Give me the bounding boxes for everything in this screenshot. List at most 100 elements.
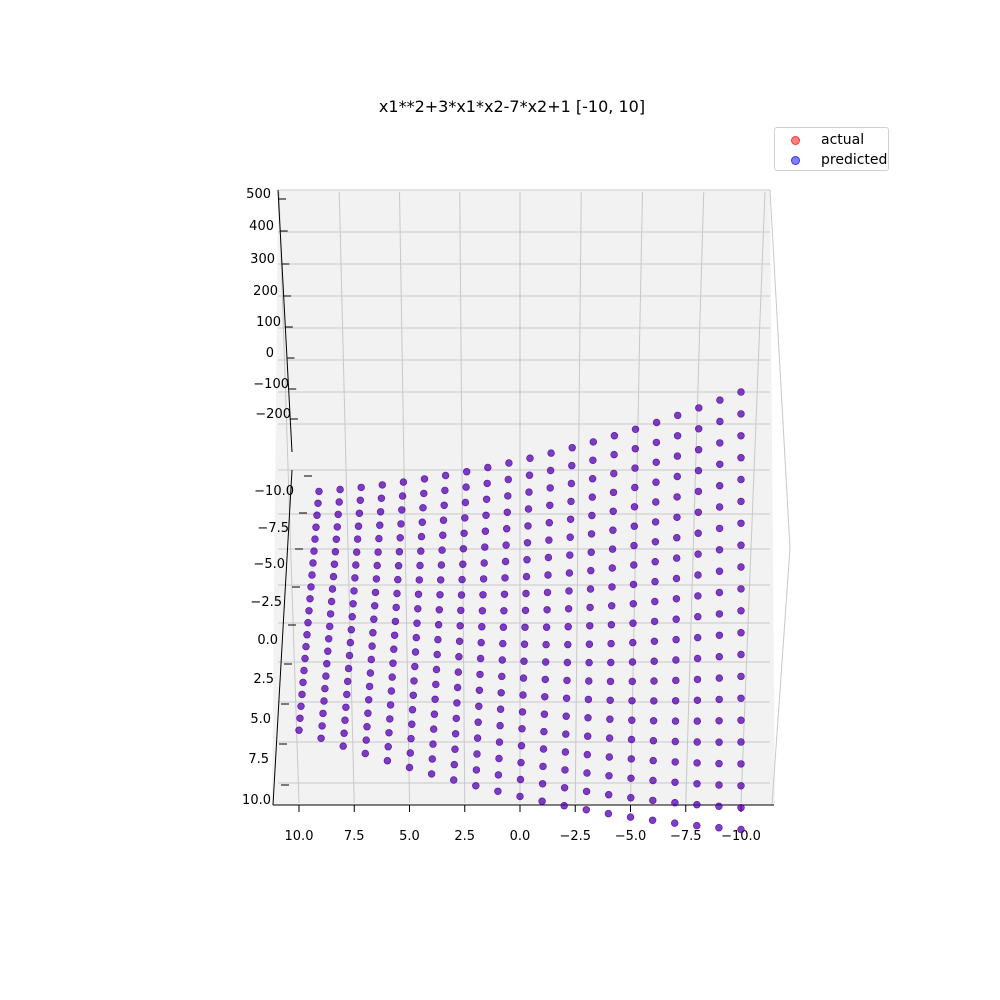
data-point-predicted (408, 720, 416, 728)
data-point-predicted (523, 555, 531, 564)
x1-tick-label: −2.5 (559, 829, 591, 844)
data-point-predicted (737, 475, 745, 484)
data-point-predicted (693, 633, 702, 642)
data-point-predicted (437, 561, 446, 569)
data-point-predicted (431, 695, 439, 703)
data-point-predicted (604, 790, 613, 799)
data-point-predicted (673, 533, 681, 542)
data-point-predicted (715, 652, 723, 661)
data-point-predicted (737, 825, 745, 834)
data-point-predicted (607, 639, 615, 648)
data-point-predicted (305, 607, 313, 615)
data-point-predicted (412, 633, 420, 642)
data-point-predicted (630, 561, 638, 569)
data-point-predicted (715, 631, 724, 639)
data-point-predicted (587, 548, 595, 556)
data-point-predicted (629, 580, 638, 589)
data-point-predicted (323, 659, 331, 668)
data-point-predicted (472, 766, 481, 774)
data-point-predicted (478, 607, 487, 615)
data-point-predicted (460, 529, 468, 537)
data-point-predicted (629, 619, 637, 627)
data-point-predicted (560, 801, 568, 810)
z-tick-label: −200 (255, 407, 291, 422)
data-point-predicted (583, 769, 591, 777)
data-point-predicted (436, 591, 444, 599)
data-point-predicted (606, 696, 614, 704)
data-point-predicted (473, 750, 481, 758)
data-point-predicted (737, 585, 745, 593)
data-point-predicted (521, 606, 530, 615)
data-point-predicted (411, 662, 419, 671)
x2-tick-label: 10.0 (242, 793, 271, 808)
data-point-predicted (463, 468, 471, 476)
data-point-predicted (564, 622, 572, 631)
data-point-predicted (588, 475, 597, 483)
x2-tick-label: 7.5 (248, 752, 269, 767)
data-point-predicted (434, 620, 443, 629)
data-point-predicted (628, 716, 636, 724)
data-point-predicted (605, 753, 613, 761)
data-point-predicted (715, 781, 723, 789)
data-point-predicted (715, 738, 723, 746)
data-point-predicted (434, 635, 442, 644)
z-tick-label: 300 (250, 252, 275, 267)
data-point-predicted (390, 631, 399, 639)
data-point-predicted (364, 709, 372, 717)
data-point-predicted (430, 710, 439, 718)
data-point-predicted (539, 745, 548, 753)
data-point-predicted (454, 668, 462, 676)
data-point-predicted (546, 466, 555, 475)
data-point-predicted (342, 703, 350, 711)
data-point-predicted (628, 697, 636, 705)
data-point-predicted (522, 572, 531, 581)
x1-tick-label: 0.0 (510, 829, 531, 844)
data-point-predicted (429, 740, 437, 748)
data-point-predicted (649, 796, 657, 805)
data-point-predicted (461, 498, 470, 507)
data-point-predicted (524, 522, 532, 530)
data-point-predicted (540, 727, 548, 736)
legend-item-predicted: predicted (775, 150, 887, 170)
data-point-predicted (651, 538, 660, 546)
legend-label-actual: actual (821, 132, 865, 148)
data-point-predicted (378, 481, 386, 489)
data-point-predicted (438, 546, 446, 554)
data-point-predicted (715, 503, 724, 511)
data-point-predicted (715, 802, 723, 810)
data-point-predicted (410, 677, 418, 685)
data-point-predicted (312, 523, 320, 531)
data-point-predicted (604, 809, 613, 818)
data-point-predicted (715, 695, 723, 704)
data-point-predicted (388, 673, 396, 681)
data-point-predicted (474, 718, 482, 726)
data-point-predicted (307, 583, 315, 591)
data-point-predicted (672, 574, 681, 583)
data-point-predicted (517, 758, 525, 767)
data-point-predicted (694, 550, 702, 558)
data-point-predicted (339, 742, 347, 750)
data-point-predicted (672, 615, 680, 623)
data-point-predicted (296, 714, 304, 722)
data-point-predicted (343, 690, 351, 699)
data-point-predicted (542, 623, 551, 631)
data-point-predicted (652, 498, 660, 506)
data-point-predicted (453, 683, 462, 692)
data-point-predicted (541, 693, 549, 701)
x1-tick-label: 7.5 (344, 829, 365, 844)
data-point-predicted (353, 535, 362, 543)
x2-tick-label: 0.0 (257, 633, 278, 648)
data-point-predicted (430, 725, 438, 733)
data-point-predicted (737, 497, 745, 506)
x2-tick-label: −2.5 (250, 595, 282, 610)
data-point-predicted (541, 675, 549, 684)
data-point-predicted (439, 516, 448, 524)
data-point-predicted (302, 642, 310, 651)
data-point-predicted (375, 534, 383, 543)
data-point-predicted (481, 527, 490, 535)
data-point-predicted (631, 483, 639, 492)
data-point-predicted (546, 501, 554, 509)
data-point-predicted (457, 591, 466, 599)
data-point-predicted (543, 606, 551, 614)
data-point-predicted (417, 547, 425, 555)
